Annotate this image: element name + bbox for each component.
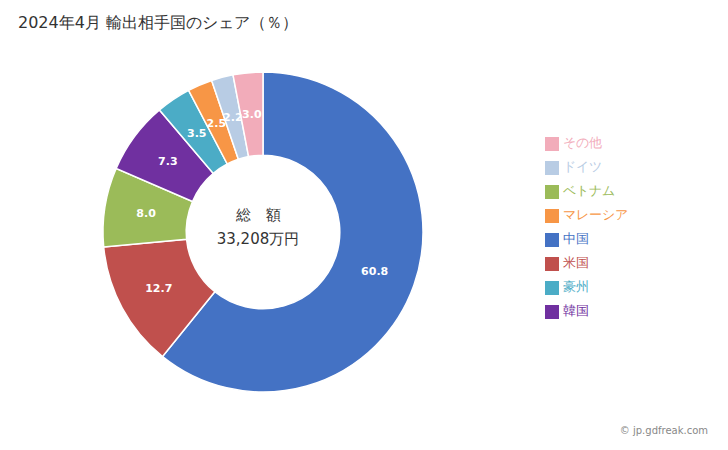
svg-text:12.7: 12.7 <box>145 282 172 295</box>
html-text:その他: その他 <box>563 135 602 150</box>
html-text:© jp.gdfreak.com: © jp.gdfreak.com <box>619 425 708 436</box>
html-text:33,208万円: 33,208万円 <box>216 230 300 248</box>
html-text:2024年4月 輸出相手国のシェア（％）: 2024年4月 輸出相手国のシェア（％） <box>18 13 298 32</box>
html-text:ベトナム: ベトナム <box>563 183 615 198</box>
html-text:ドイツ: ドイツ <box>563 159 602 174</box>
svg-text:2.2: 2.2 <box>223 111 243 124</box>
html-text:中国: 中国 <box>563 231 589 246</box>
html-text:豪州: 豪州 <box>563 279 589 294</box>
html-text:総 額: 総 額 <box>235 206 281 224</box>
svg-text:60.8: 60.8 <box>361 265 388 278</box>
svg-text:7.3: 7.3 <box>158 155 178 168</box>
html-text:韓国: 韓国 <box>563 303 589 318</box>
html-text:米国: 米国 <box>563 255 589 270</box>
svg-text:3.5: 3.5 <box>187 127 207 140</box>
svg-text:3.0: 3.0 <box>242 108 262 121</box>
svg-text:2.5: 2.5 <box>206 116 227 130</box>
html-text:マレーシア: マレーシア <box>563 207 628 222</box>
svg-text:8.0: 8.0 <box>136 207 156 220</box>
